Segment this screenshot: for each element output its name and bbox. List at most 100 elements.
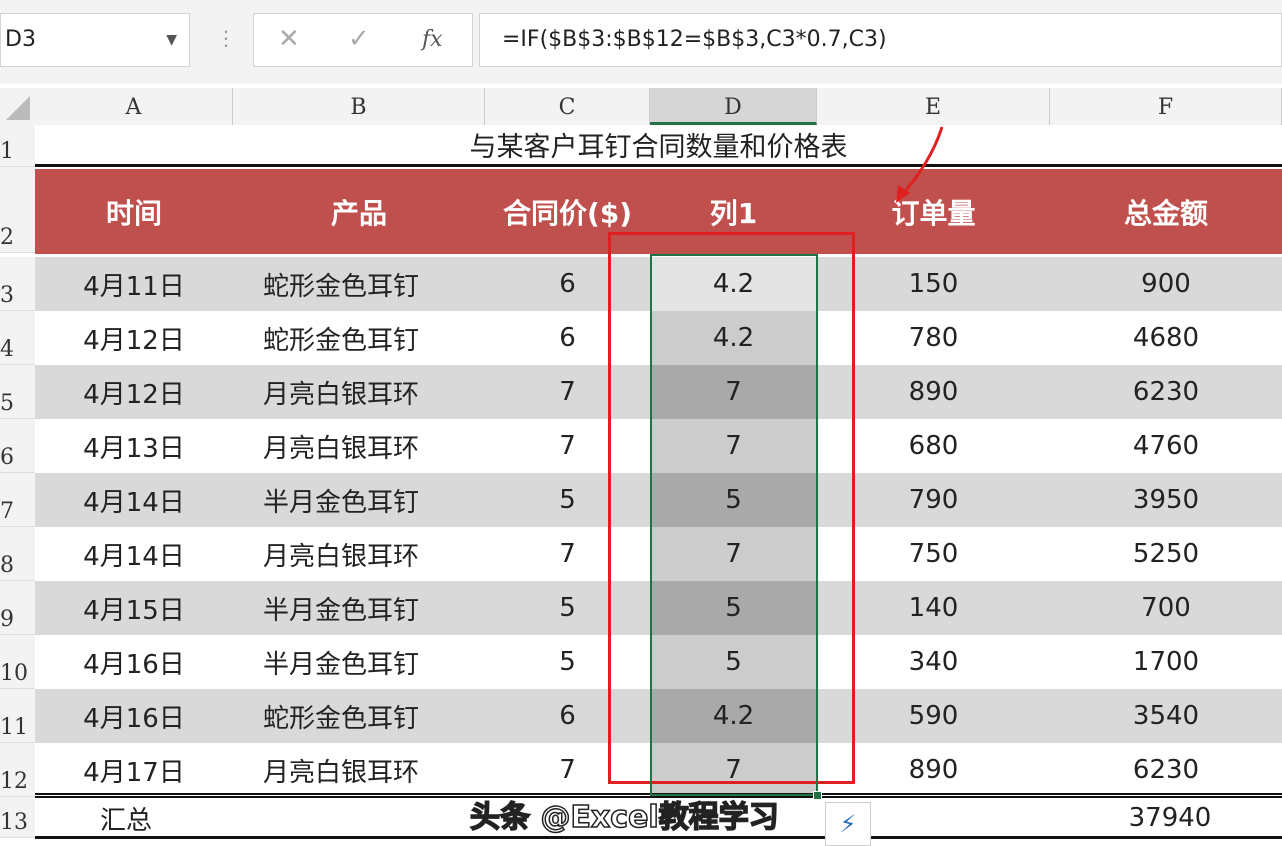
enter-icon[interactable]: ✓ [348,24,370,54]
row-header[interactable]: 5 [0,365,35,419]
table-cell[interactable]: 4月13日 [35,419,233,473]
table-cell[interactable]: 6 [485,689,650,743]
quick-analysis-icon[interactable]: ⚡ [825,802,871,846]
table-cell[interactable]: 5 [485,473,650,527]
table-cell[interactable]: 7 [485,527,650,581]
header-cell[interactable]: 订单量 [817,170,1050,254]
table-cell[interactable]: 900 [1050,257,1282,311]
row-header[interactable]: 1 [0,125,35,167]
row-header[interactable]: 8 [0,527,35,581]
column-header-B[interactable]: B [233,88,485,125]
table-cell[interactable]: 月亮白银耳环 [233,419,485,473]
table-cell[interactable]: 半月金色耳钉 [233,473,485,527]
table-cell[interactable]: 4.2 [650,689,817,743]
table-cell[interactable]: 4月16日 [35,635,233,689]
table-cell[interactable]: 750 [817,527,1050,581]
row-header[interactable]: 4 [0,311,35,365]
table-cell[interactable]: 6230 [1050,743,1282,797]
table-cell[interactable]: 7 [650,419,817,473]
table-cell[interactable]: 680 [817,419,1050,473]
table-cell[interactable]: 5 [650,581,817,635]
header-cell[interactable]: 合同价($) [485,170,650,254]
fx-icon[interactable]: fx [422,27,443,52]
column-header-E[interactable]: E [817,88,1050,125]
table-cell[interactable]: 150 [817,257,1050,311]
chevron-down-icon[interactable]: ▼ [166,32,177,48]
table-cell[interactable]: 7 [650,527,817,581]
table-cell[interactable]: 4.2 [650,311,817,365]
table-cell[interactable]: 蛇形金色耳钉 [233,689,485,743]
table-cell[interactable]: 790 [817,473,1050,527]
table-cell[interactable]: 4760 [1050,419,1282,473]
row-header[interactable]: 6 [0,419,35,473]
header-cell[interactable]: 产品 [233,170,485,254]
header-cell[interactable]: 总金额 [1050,170,1282,254]
fill-handle[interactable] [813,791,822,800]
column-header-F[interactable]: F [1050,88,1282,125]
table-cell[interactable]: 780 [817,311,1050,365]
table-cell[interactable]: 6230 [1050,365,1282,419]
row-header[interactable]: 2 [0,167,35,253]
drag-handle-icon[interactable]: ⋮ [216,26,236,50]
table-cell[interactable]: 3950 [1050,473,1282,527]
table-cell[interactable]: 蛇形金色耳钉 [233,311,485,365]
table-cell[interactable]: 340 [817,635,1050,689]
cancel-icon[interactable]: ✕ [278,24,300,54]
row-header[interactable]: 13 [0,797,35,838]
row-header[interactable]: 3 [0,257,35,311]
table-cell[interactable]: 7 [650,743,817,797]
table-cell[interactable]: 4680 [1050,311,1282,365]
formula-input[interactable]: =IF($B$3:$B$12=$B$3,C3*0.7,C3) [479,13,1282,67]
total-label[interactable]: 汇总 [100,805,153,836]
table-cell[interactable]: 890 [817,365,1050,419]
column-header-C[interactable]: C [485,88,650,125]
table-cell[interactable]: 月亮白银耳环 [233,365,485,419]
row-header[interactable]: 10 [0,635,35,689]
table-cell[interactable]: 1700 [1050,635,1282,689]
table-cell[interactable]: 4月16日 [35,689,233,743]
formula-buttons: ✕ ✓ fx [253,13,473,67]
table-cell[interactable]: 7 [485,365,650,419]
table-cell[interactable]: 6 [485,311,650,365]
row-header[interactable]: 11 [0,689,35,743]
table-cell[interactable]: 7 [485,419,650,473]
table-cell[interactable]: 7 [485,743,650,797]
table-title[interactable]: 与某客户耳钉合同数量和价格表 [35,125,1282,167]
table-cell[interactable]: 7 [650,365,817,419]
table-cell[interactable]: 4月11日 [35,257,233,311]
total-value[interactable]: 37940 [1128,803,1212,833]
table-cell[interactable]: 4月14日 [35,527,233,581]
table-cell[interactable]: 5250 [1050,527,1282,581]
header-cell[interactable]: 列1 [650,170,817,254]
select-all-corner[interactable] [0,88,35,125]
table-cell[interactable]: 半月金色耳钉 [233,581,485,635]
table-cell[interactable]: 半月金色耳钉 [233,635,485,689]
table-cell[interactable]: 4.2 [650,257,817,311]
row-header[interactable]: 7 [0,473,35,527]
name-box[interactable]: D3 ▼ [0,13,190,67]
table-cell[interactable]: 5 [485,581,650,635]
table-cell[interactable]: 4月17日 [35,743,233,797]
table-cell[interactable]: 月亮白银耳环 [233,527,485,581]
column-header-D[interactable]: D [650,88,817,125]
formula-bar: D3 ▼ ⋮ ✕ ✓ fx =IF($B$3:$B$12=$B$3,C3*0.7,… [0,0,1282,84]
table-cell[interactable]: 蛇形金色耳钉 [233,257,485,311]
header-cell[interactable]: 时间 [35,170,233,254]
table-cell[interactable]: 月亮白银耳环 [233,743,485,797]
table-cell[interactable]: 3540 [1050,689,1282,743]
row-header[interactable]: 9 [0,581,35,635]
table-cell[interactable]: 140 [817,581,1050,635]
table-cell[interactable]: 6 [485,257,650,311]
table-cell[interactable]: 4月12日 [35,365,233,419]
table-cell[interactable]: 4月14日 [35,473,233,527]
table-cell[interactable]: 4月15日 [35,581,233,635]
table-cell[interactable]: 5 [650,473,817,527]
table-cell[interactable]: 4月12日 [35,311,233,365]
table-cell[interactable]: 700 [1050,581,1282,635]
table-cell[interactable]: 5 [485,635,650,689]
row-header[interactable]: 12 [0,743,35,797]
table-cell[interactable]: 590 [817,689,1050,743]
table-cell[interactable]: 5 [650,635,817,689]
column-header-A[interactable]: A [35,88,233,125]
table-cell[interactable]: 890 [817,743,1050,797]
